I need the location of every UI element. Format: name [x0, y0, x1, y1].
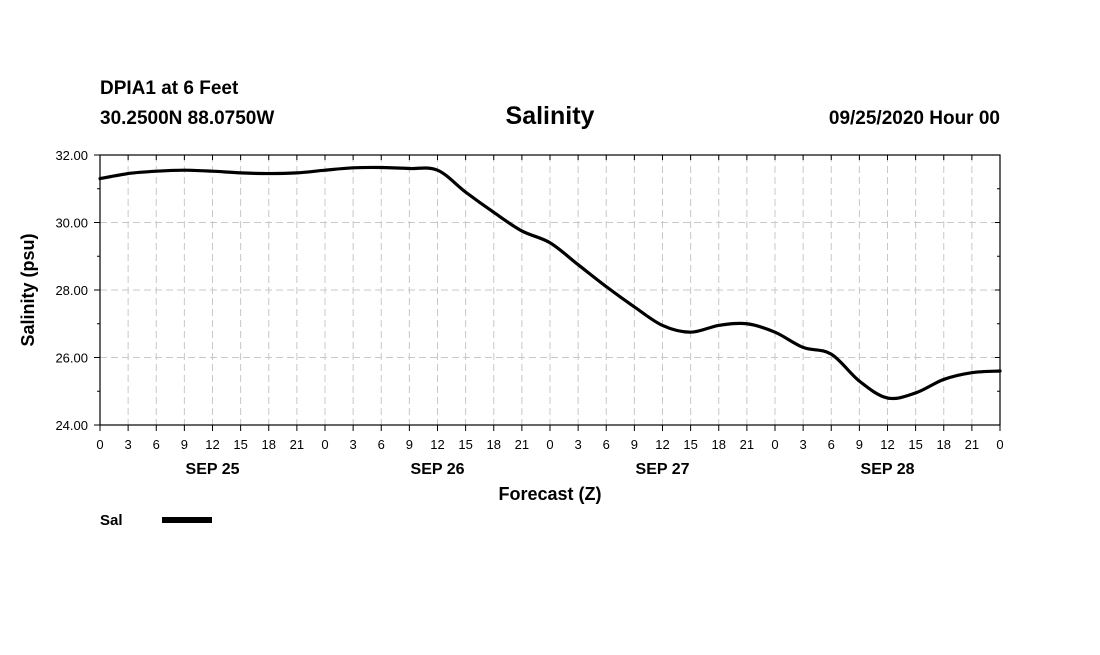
y-tick-label: 30.00 [55, 216, 88, 231]
x-tick-label: 9 [181, 437, 188, 452]
x-tick-label: 21 [740, 437, 754, 452]
x-tick-label: 15 [683, 437, 697, 452]
issued-time-label: 09/25/2020 Hour 00 [829, 108, 1000, 129]
day-label: SEP 25 [186, 461, 240, 478]
series-layer [98, 165, 1002, 401]
x-tick-label: 9 [406, 437, 413, 452]
x-tick-label: 3 [125, 437, 132, 452]
day-label: SEP 28 [861, 461, 915, 478]
x-tick-label: 21 [965, 437, 979, 452]
x-tick-label: 18 [937, 437, 951, 452]
legend-label-sal: Sal [100, 512, 123, 529]
chart-title: Salinity [506, 102, 595, 130]
x-axis-label: Forecast (Z) [498, 484, 601, 504]
x-tick-label: 15 [233, 437, 247, 452]
y-tick-label: 24.00 [55, 418, 88, 433]
location-label: 30.2500N 88.0750W [100, 108, 274, 129]
axis-ticks [94, 154, 1001, 431]
day-label: SEP 27 [636, 461, 690, 478]
x-tick-label: 0 [771, 437, 778, 452]
x-tick-label: 18 [262, 437, 276, 452]
y-tick-label: 32.00 [55, 148, 88, 163]
x-tick-label: 18 [487, 437, 501, 452]
x-tick-label: 6 [378, 437, 385, 452]
x-tick-label: 0 [546, 437, 553, 452]
x-tick-label: 18 [712, 437, 726, 452]
x-tick-labels: 0 3 6 9 12 15 18 21 0 3 6 9 12 15 18 21 0 3 6 9 12 15 18 21 0 3 6 9… [96, 437, 1003, 452]
y-tick-label: 28.00 [55, 283, 88, 298]
x-tick-label: 21 [290, 437, 304, 452]
x-tick-label: 6 [153, 437, 160, 452]
day-labels: SEP 25 SEP 26 SEP 27 SEP 28 [186, 461, 915, 478]
legend: Sal [100, 512, 212, 529]
x-tick-label: 15 [458, 437, 472, 452]
x-tick-label: 6 [603, 437, 610, 452]
x-tick-label: 3 [575, 437, 582, 452]
x-tick-label: 0 [96, 437, 103, 452]
x-tick-label: 15 [908, 437, 922, 452]
x-tick-label: 9 [631, 437, 638, 452]
x-tick-label: 3 [800, 437, 807, 452]
series-line-sal [98, 165, 1002, 401]
x-tick-label: 12 [880, 437, 894, 452]
x-tick-label: 21 [515, 437, 529, 452]
station-label: DPIA1 at 6 Feet [100, 78, 239, 99]
x-tick-label: 12 [655, 437, 669, 452]
plot-frame [99, 154, 1001, 426]
x-tick-label: 12 [430, 437, 444, 452]
x-tick-label: 12 [205, 437, 219, 452]
grid-lines [100, 155, 1000, 425]
x-tick-label: 3 [350, 437, 357, 452]
x-tick-label: 9 [856, 437, 863, 452]
y-axis-label: Salinity (psu) [18, 233, 38, 346]
x-tick-label: 0 [321, 437, 328, 452]
y-tick-label: 26.00 [55, 351, 88, 366]
x-tick-label: 0 [996, 437, 1003, 452]
day-label: SEP 26 [411, 461, 465, 478]
y-tick-labels: 24.00 26.00 28.00 30.00 32.00 [55, 148, 88, 433]
x-tick-label: 6 [828, 437, 835, 452]
